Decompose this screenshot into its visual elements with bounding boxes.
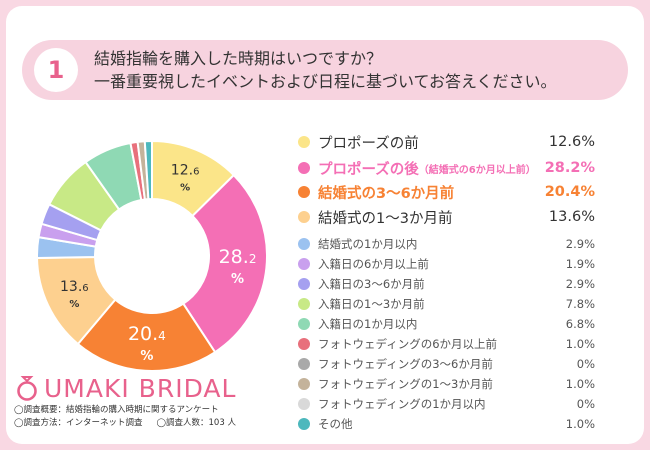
survey-summary: ◯調査概要：結婚指輪の購入時期に関するアンケート	[14, 405, 219, 415]
brand-logo: UMAKI BRIDAL	[16, 372, 236, 404]
question-line-2: 一番重要視したイベントおよび日程に基づいてお答えください。	[94, 72, 557, 91]
slice-percent-sign-0: %	[180, 183, 190, 194]
survey-method: ◯調査方法：インターネット調査	[14, 418, 143, 428]
slice-value-label-2: 20.4	[128, 323, 166, 345]
infographic-card: 1 結婚指輪を購入した時期はいつですか？ 一番重要視したイベントおよび日程に基づ…	[6, 6, 644, 444]
slice-value-label-1: 28.2	[219, 246, 257, 268]
donut-slice-2	[76, 298, 217, 372]
donut-slice-13	[143, 139, 153, 201]
slice-percent-sign-3: %	[69, 299, 79, 310]
slice-percent-sign-2: %	[140, 349, 153, 364]
brand-name: UMAKI BRIDAL	[44, 373, 237, 403]
question-line-1: 結婚指輪を購入した時期はいつですか？	[94, 49, 383, 68]
slice-percent-sign-1: %	[231, 272, 244, 287]
ring-icon	[17, 376, 37, 401]
slice-value-label-3: 13.6	[60, 279, 89, 295]
donut-slice-1	[181, 173, 268, 354]
question-text: 結婚指輪を購入した時期はいつですか？ 一番重要視したイベントおよび日程に基づいて…	[94, 47, 618, 93]
survey-notes: ◯調査概要：結婚指輪の購入時期に関するアンケート ◯調査方法：インターネット調査…	[14, 404, 236, 430]
question-banner: 1 結婚指輪を購入した時期はいつですか？ 一番重要視したイベントおよび日程に基づ…	[22, 40, 628, 100]
slice-value-label-0: 12.6	[171, 163, 200, 179]
survey-respondents: ◯調査人数：103 人	[156, 418, 236, 428]
question-number-badge: 1	[34, 48, 78, 92]
